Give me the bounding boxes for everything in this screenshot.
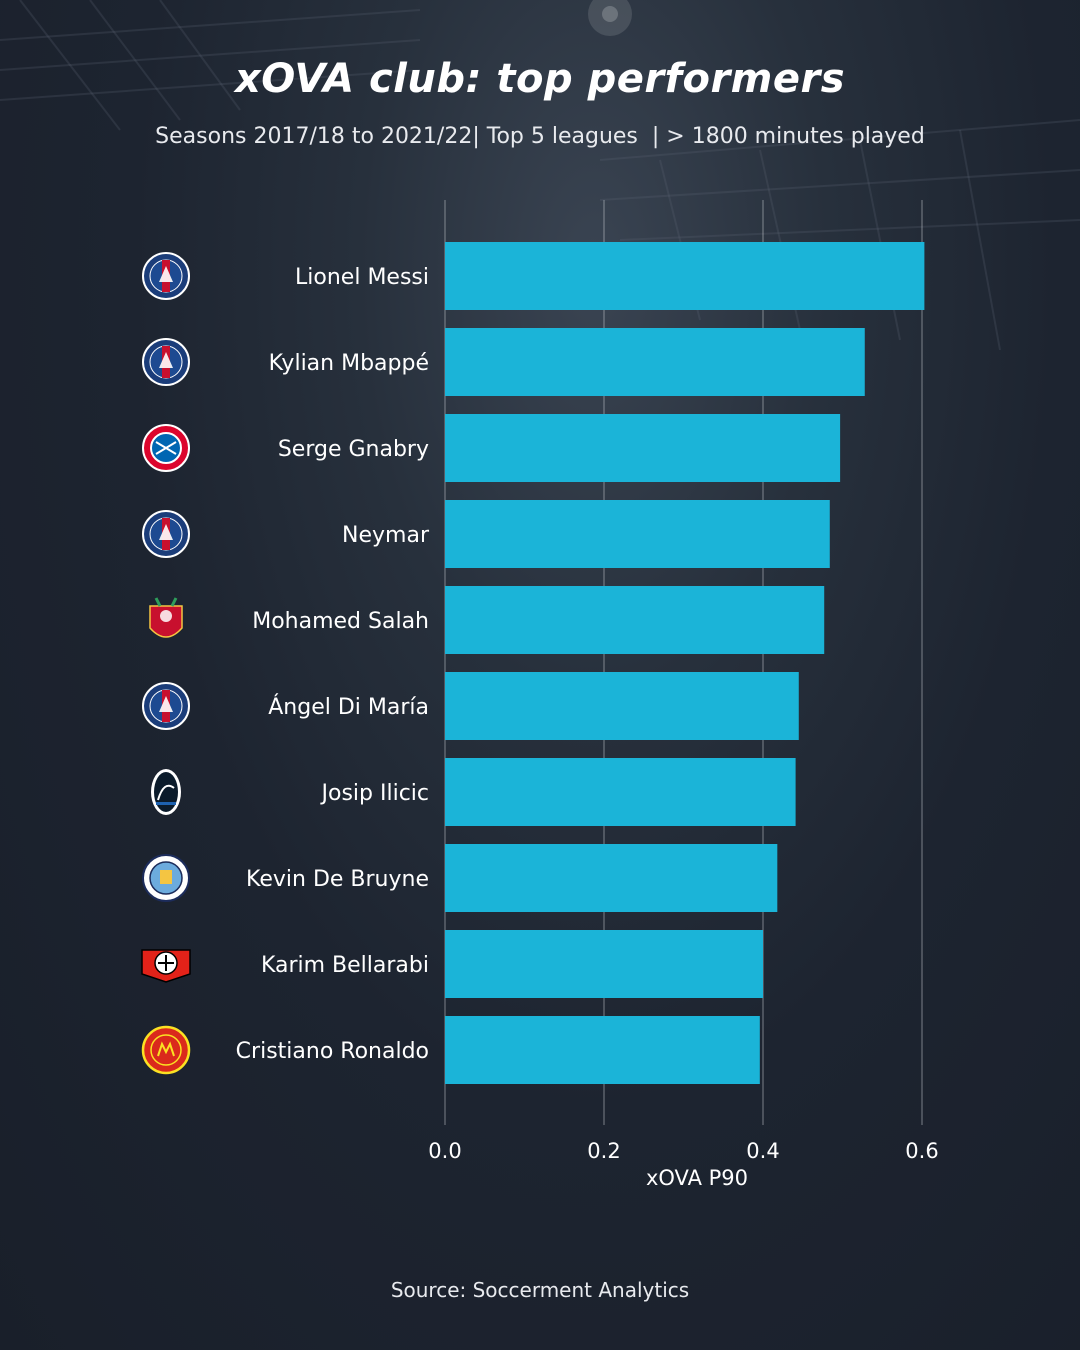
tick-layer: 0.0 0.2 0.4 0.6: [428, 1139, 938, 1163]
psg-logo: [142, 682, 190, 730]
bar: [445, 242, 925, 310]
bayern-munich-logo: [142, 424, 190, 472]
x-axis-label: xOVA P90: [646, 1166, 748, 1190]
bar-layer: [445, 242, 925, 1084]
psg-logo: [142, 338, 190, 386]
psg-logo: [142, 252, 190, 300]
category-label: Serge Gnabry: [278, 437, 429, 462]
category-label: Cristiano Ronaldo: [236, 1039, 429, 1064]
category-label: Kevin De Bruyne: [246, 867, 429, 892]
x-tick-label: 0.2: [587, 1139, 620, 1163]
category-label: Kylian Mbappé: [269, 351, 429, 376]
manchester-united-logo: [141, 1025, 191, 1075]
source-note: Source: Soccerment Analytics: [390, 1278, 690, 1302]
category-label: Lionel Messi: [295, 265, 429, 290]
liverpool-logo: [149, 597, 183, 638]
bar: [445, 672, 799, 740]
atalanta-logo: [151, 769, 181, 815]
bar: [445, 586, 825, 654]
bar: [445, 328, 865, 396]
x-tick-label: 0.0: [428, 1139, 461, 1163]
bar: [445, 414, 841, 482]
category-label: Karim Bellarabi: [261, 953, 429, 978]
bayer-leverkusen-logo: [141, 949, 191, 983]
x-tick-label: 0.6: [905, 1139, 938, 1163]
category-label: Mohamed Salah: [252, 609, 429, 634]
bar: [445, 844, 778, 912]
bar: [445, 930, 763, 998]
bar: [445, 1016, 760, 1084]
bar: [445, 500, 830, 568]
logo-layer: [141, 252, 191, 1075]
x-tick-label: 0.4: [746, 1139, 779, 1163]
psg-logo: [142, 510, 190, 558]
category-label: Josip Ilicic: [320, 781, 430, 806]
category-label: Ángel Di María: [268, 694, 429, 720]
category-label: Neymar: [342, 523, 430, 548]
chart-subtitle: Seasons 2017/18 to 2021/22| Top 5 league…: [155, 124, 925, 149]
label-layer: Lionel Messi Kylian Mbappé Serge Gnabry Ney…: [236, 265, 430, 1064]
manchester-city-logo: [142, 854, 190, 902]
chart-title: xOVA club: top performers: [234, 56, 846, 102]
bar: [445, 758, 796, 826]
